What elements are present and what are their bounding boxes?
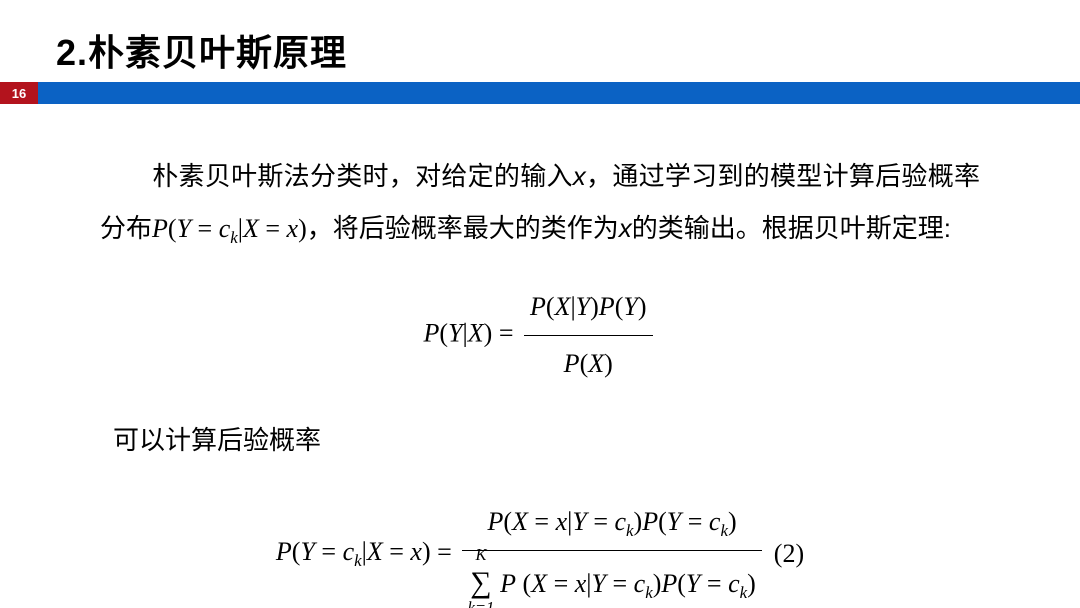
f1-denominator: P(X) — [524, 336, 653, 390]
f1-fraction: P(X|Y)P(Y) P(X) — [524, 281, 653, 390]
paragraph: 朴素贝叶斯法分类时，对给定的输入x，通过学习到的模型计算后验概率分布P(Y = … — [100, 150, 980, 255]
header-stripe-blue — [38, 82, 1080, 104]
f2-lhs: P(Y = ck|X = x) — [276, 537, 431, 566]
equation-number: (2) — [774, 528, 804, 580]
slide-body: 朴素贝叶斯法分类时，对给定的输入x，通过学习到的模型计算后验概率分布P(Y = … — [100, 150, 980, 608]
f2-numerator: P(X = x|Y = ck)P(Y = ck) — [462, 496, 761, 551]
f2-eq: = — [431, 537, 459, 566]
f1-numerator: P(X|Y)P(Y) — [524, 281, 653, 336]
formula-bayes: P(Y|X) = P(X|Y)P(Y) P(X) — [100, 281, 980, 390]
f1-eq: = — [492, 318, 520, 347]
var-x-2: x — [619, 213, 632, 243]
mid-text: 可以计算后验概率 — [113, 414, 980, 466]
f2-fraction: P(X = x|Y = ck)P(Y = ck) ∑ K k=1 P (X = … — [462, 496, 761, 608]
var-x-1: x — [573, 161, 586, 191]
para-text-1a: 朴素贝叶斯法分类时，对给定的输入 — [152, 161, 573, 191]
sigma-upper: K — [475, 539, 486, 572]
slide-title: 2.朴素贝叶斯原理 — [56, 24, 347, 76]
sigma-icon: ∑ K k=1 — [470, 553, 491, 608]
f2-denominator: ∑ K k=1 P (X = x|Y = ck)P(Y = ck) — [462, 551, 761, 608]
sigma-lower: k=1 — [468, 592, 495, 608]
header-stripe: 16 — [0, 82, 1080, 104]
f1-lhs-P: P — [424, 318, 440, 347]
para-text-1c: ，将后验概率最大的类作为 — [307, 213, 619, 243]
para-text-1d: 的类输出。根据贝叶斯定理: — [632, 213, 951, 243]
slide: 2.朴素贝叶斯原理 16 朴素贝叶斯法分类时，对给定的输入x，通过学习到的模型计… — [0, 0, 1080, 608]
inline-formula: P(Y = ck|X = x) — [152, 214, 307, 243]
page-number-badge: 16 — [0, 82, 38, 104]
formula-posterior: P(Y = ck|X = x) = P(X = x|Y = ck)P(Y = c… — [100, 496, 980, 608]
